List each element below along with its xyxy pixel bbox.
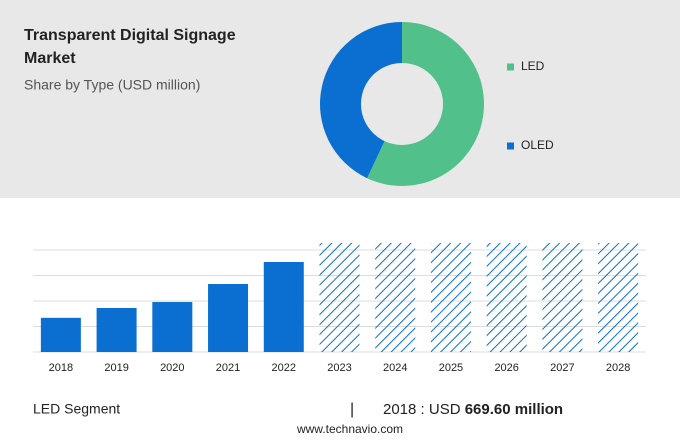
x-tick-label: 2026 bbox=[494, 362, 518, 374]
bar bbox=[542, 243, 583, 352]
bar bbox=[319, 243, 360, 352]
legend-swatch bbox=[507, 63, 514, 71]
x-tick-label: 2020 bbox=[160, 362, 184, 374]
x-tick-label: 2027 bbox=[550, 362, 574, 374]
bar bbox=[486, 243, 527, 352]
x-tick-label: 2028 bbox=[606, 362, 630, 374]
title: Transparent Digital Signage Market bbox=[24, 27, 236, 67]
subtitle: Share by Type (USD million) bbox=[24, 77, 200, 93]
x-tick-label: 2025 bbox=[439, 362, 463, 374]
footer-year: 2018 : USD bbox=[383, 401, 461, 418]
donut-slice bbox=[367, 21, 484, 186]
footer-amount: 669.60 million bbox=[465, 401, 563, 418]
footer-separator: | bbox=[350, 401, 354, 418]
title-text: Transparent Digital Signage bbox=[24, 27, 236, 44]
bar bbox=[598, 243, 639, 352]
source: www.technavio.com bbox=[296, 422, 403, 436]
x-tick-label: 2021 bbox=[216, 362, 240, 374]
bar bbox=[152, 302, 193, 352]
bar bbox=[263, 261, 304, 352]
legend-label: LED bbox=[521, 59, 545, 73]
x-tick-label: 2024 bbox=[383, 362, 407, 374]
bar bbox=[96, 307, 137, 352]
x-tick-label: 2022 bbox=[272, 362, 296, 374]
donut-slice bbox=[320, 22, 402, 179]
legend-label: OLED bbox=[521, 138, 554, 152]
x-tick-label: 2018 bbox=[49, 362, 73, 374]
title-text: Market bbox=[24, 50, 76, 67]
bar bbox=[208, 284, 249, 352]
x-tick-label: 2019 bbox=[104, 362, 128, 374]
footer-value: 2018 : USD 669.60 million bbox=[383, 401, 563, 418]
bar bbox=[40, 317, 81, 352]
footer-segment: LED Segment bbox=[33, 401, 120, 417]
x-tick-label: 2023 bbox=[327, 362, 351, 374]
bar bbox=[430, 243, 471, 352]
legend-swatch bbox=[507, 142, 514, 150]
bar bbox=[375, 243, 416, 352]
